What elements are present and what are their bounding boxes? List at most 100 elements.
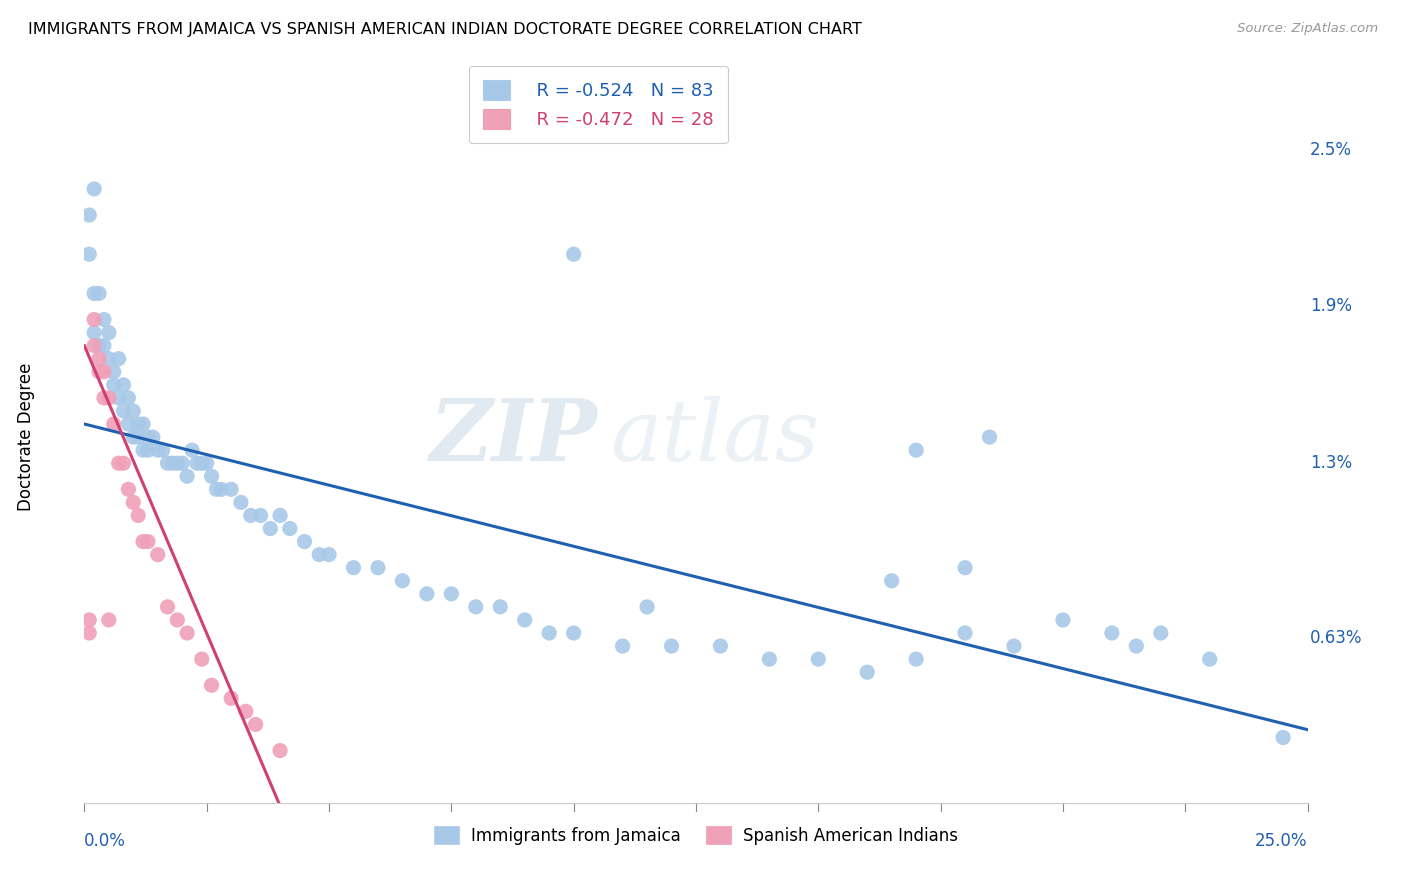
- Point: [709, 639, 731, 653]
- Point: [93, 391, 115, 405]
- Point: [142, 430, 165, 444]
- Point: [132, 417, 155, 431]
- Point: [464, 599, 486, 614]
- Point: [107, 456, 129, 470]
- Point: [83, 312, 105, 326]
- Point: [489, 599, 512, 614]
- Point: [181, 443, 204, 458]
- Point: [953, 626, 976, 640]
- Point: [87, 286, 110, 301]
- Point: [195, 456, 218, 470]
- Text: IMMIGRANTS FROM JAMAICA VS SPANISH AMERICAN INDIAN DOCTORATE DEGREE CORRELATION : IMMIGRANTS FROM JAMAICA VS SPANISH AMERI…: [28, 22, 862, 37]
- Point: [205, 483, 228, 497]
- Point: [538, 626, 561, 640]
- Legend: Immigrants from Jamaica, Spanish American Indians: Immigrants from Jamaica, Spanish America…: [426, 818, 966, 853]
- Point: [219, 691, 242, 706]
- Point: [856, 665, 879, 680]
- Point: [107, 351, 129, 366]
- Text: 0.63%: 0.63%: [1310, 629, 1362, 648]
- Text: Doctorate Degree: Doctorate Degree: [17, 363, 35, 511]
- Point: [259, 521, 281, 535]
- Point: [156, 599, 179, 614]
- Point: [186, 456, 208, 470]
- Point: [440, 587, 463, 601]
- Text: 1.3%: 1.3%: [1310, 454, 1353, 472]
- Point: [103, 377, 125, 392]
- Point: [905, 652, 928, 666]
- Text: 2.5%: 2.5%: [1310, 141, 1353, 159]
- Point: [636, 599, 658, 614]
- Point: [127, 417, 149, 431]
- Point: [229, 495, 252, 509]
- Point: [87, 338, 110, 352]
- Point: [1272, 731, 1295, 745]
- Point: [117, 483, 139, 497]
- Point: [146, 548, 169, 562]
- Point: [318, 548, 340, 562]
- Point: [1198, 652, 1220, 666]
- Point: [1052, 613, 1074, 627]
- Point: [112, 404, 135, 418]
- Point: [87, 351, 110, 366]
- Point: [77, 626, 100, 640]
- Text: atlas: atlas: [610, 396, 820, 478]
- Point: [87, 365, 110, 379]
- Point: [612, 639, 634, 653]
- Point: [191, 456, 214, 470]
- Point: [269, 508, 291, 523]
- Point: [107, 391, 129, 405]
- Point: [219, 483, 242, 497]
- Point: [979, 430, 1001, 444]
- Point: [235, 705, 257, 719]
- Point: [132, 534, 155, 549]
- Point: [162, 456, 184, 470]
- Point: [77, 208, 100, 222]
- Point: [191, 652, 214, 666]
- Point: [278, 521, 301, 535]
- Point: [83, 182, 105, 196]
- Point: [117, 391, 139, 405]
- Point: [513, 613, 536, 627]
- Point: [77, 247, 100, 261]
- Point: [308, 548, 330, 562]
- Point: [1101, 626, 1123, 640]
- Point: [391, 574, 413, 588]
- Point: [156, 456, 179, 470]
- Point: [127, 508, 149, 523]
- Point: [1002, 639, 1025, 653]
- Point: [269, 743, 291, 757]
- Point: [1150, 626, 1173, 640]
- Point: [103, 365, 125, 379]
- Point: [97, 391, 120, 405]
- Point: [103, 417, 125, 431]
- Point: [166, 613, 188, 627]
- Point: [562, 247, 585, 261]
- Point: [953, 560, 976, 574]
- Point: [239, 508, 262, 523]
- Text: 25.0%: 25.0%: [1256, 832, 1308, 850]
- Text: ZIP: ZIP: [430, 395, 598, 479]
- Point: [83, 326, 105, 340]
- Point: [342, 560, 364, 574]
- Point: [172, 456, 194, 470]
- Point: [200, 469, 222, 483]
- Point: [209, 483, 232, 497]
- Point: [83, 338, 105, 352]
- Point: [176, 626, 198, 640]
- Point: [136, 430, 159, 444]
- Point: [122, 495, 145, 509]
- Point: [127, 430, 149, 444]
- Text: Source: ZipAtlas.com: Source: ZipAtlas.com: [1237, 22, 1378, 36]
- Point: [117, 417, 139, 431]
- Point: [112, 377, 135, 392]
- Point: [249, 508, 271, 523]
- Point: [97, 613, 120, 627]
- Point: [112, 456, 135, 470]
- Point: [1125, 639, 1147, 653]
- Point: [200, 678, 222, 692]
- Point: [122, 430, 145, 444]
- Point: [758, 652, 780, 666]
- Point: [93, 365, 115, 379]
- Point: [152, 443, 174, 458]
- Point: [245, 717, 267, 731]
